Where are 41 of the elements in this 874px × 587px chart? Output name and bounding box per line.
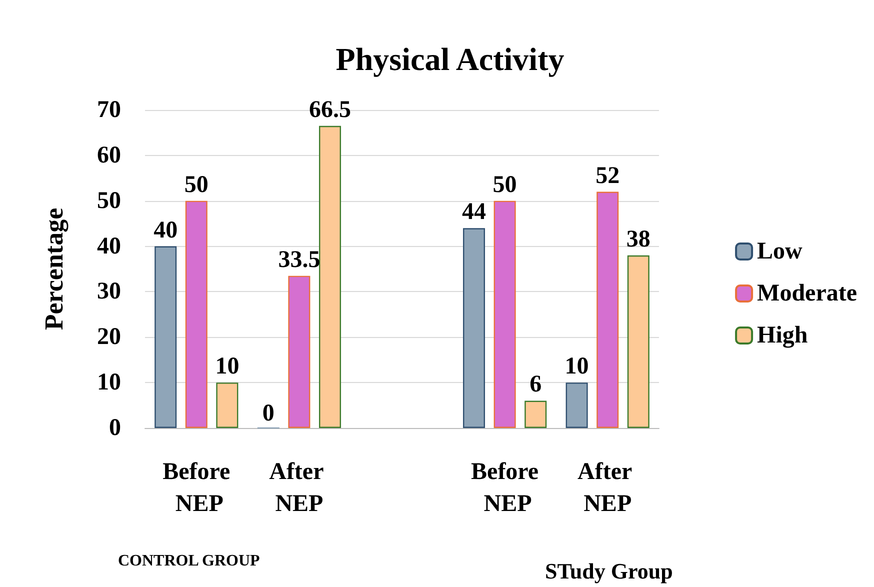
data-label: 50 [184, 172, 208, 198]
data-label: 40 [154, 217, 178, 244]
y-tick-label: 50 [97, 188, 121, 214]
x-tick-label: Before NEP [471, 459, 539, 517]
y-tick-label: 40 [97, 233, 121, 260]
y-tick-label: 60 [97, 142, 121, 168]
bar [566, 382, 588, 428]
data-label: 0 [262, 400, 274, 426]
bar [524, 400, 547, 428]
legend-label: Moderate [757, 280, 858, 306]
text: STudy Group [545, 558, 673, 584]
data-label: 52 [596, 162, 620, 189]
y-tick-label: 30 [97, 278, 121, 305]
bar [288, 276, 310, 428]
bar [185, 200, 208, 428]
bar [494, 200, 516, 428]
chart-title: Physical Activity [336, 41, 564, 77]
y-tick-label: 0 [109, 415, 121, 441]
legend-label: High [757, 322, 808, 348]
x-tick-label: After NEP [269, 459, 330, 517]
bar [216, 382, 238, 428]
bar [627, 255, 650, 428]
y-tick-label: 10 [97, 370, 121, 396]
data-label: 6 [530, 372, 542, 398]
bar [319, 126, 341, 428]
data-label: 50 [492, 172, 517, 198]
data-label: 10 [564, 354, 589, 380]
bar [596, 192, 619, 428]
x-tick-label: Before NEP [162, 459, 231, 517]
data-label: 38 [626, 226, 650, 252]
y-tick-label: 20 [97, 324, 121, 350]
bar [463, 228, 485, 428]
y-axis-title: Percentage [40, 208, 68, 330]
text: CONTROL GROUP [118, 552, 260, 570]
data-label: 66.5 [309, 96, 351, 123]
bar [154, 246, 177, 428]
y-tick-label: 70 [97, 97, 121, 123]
data-label: 10 [215, 354, 240, 380]
x-tick-label: After NEP [578, 459, 638, 517]
legend-label: Low [757, 238, 804, 264]
data-label: 44 [462, 199, 486, 226]
